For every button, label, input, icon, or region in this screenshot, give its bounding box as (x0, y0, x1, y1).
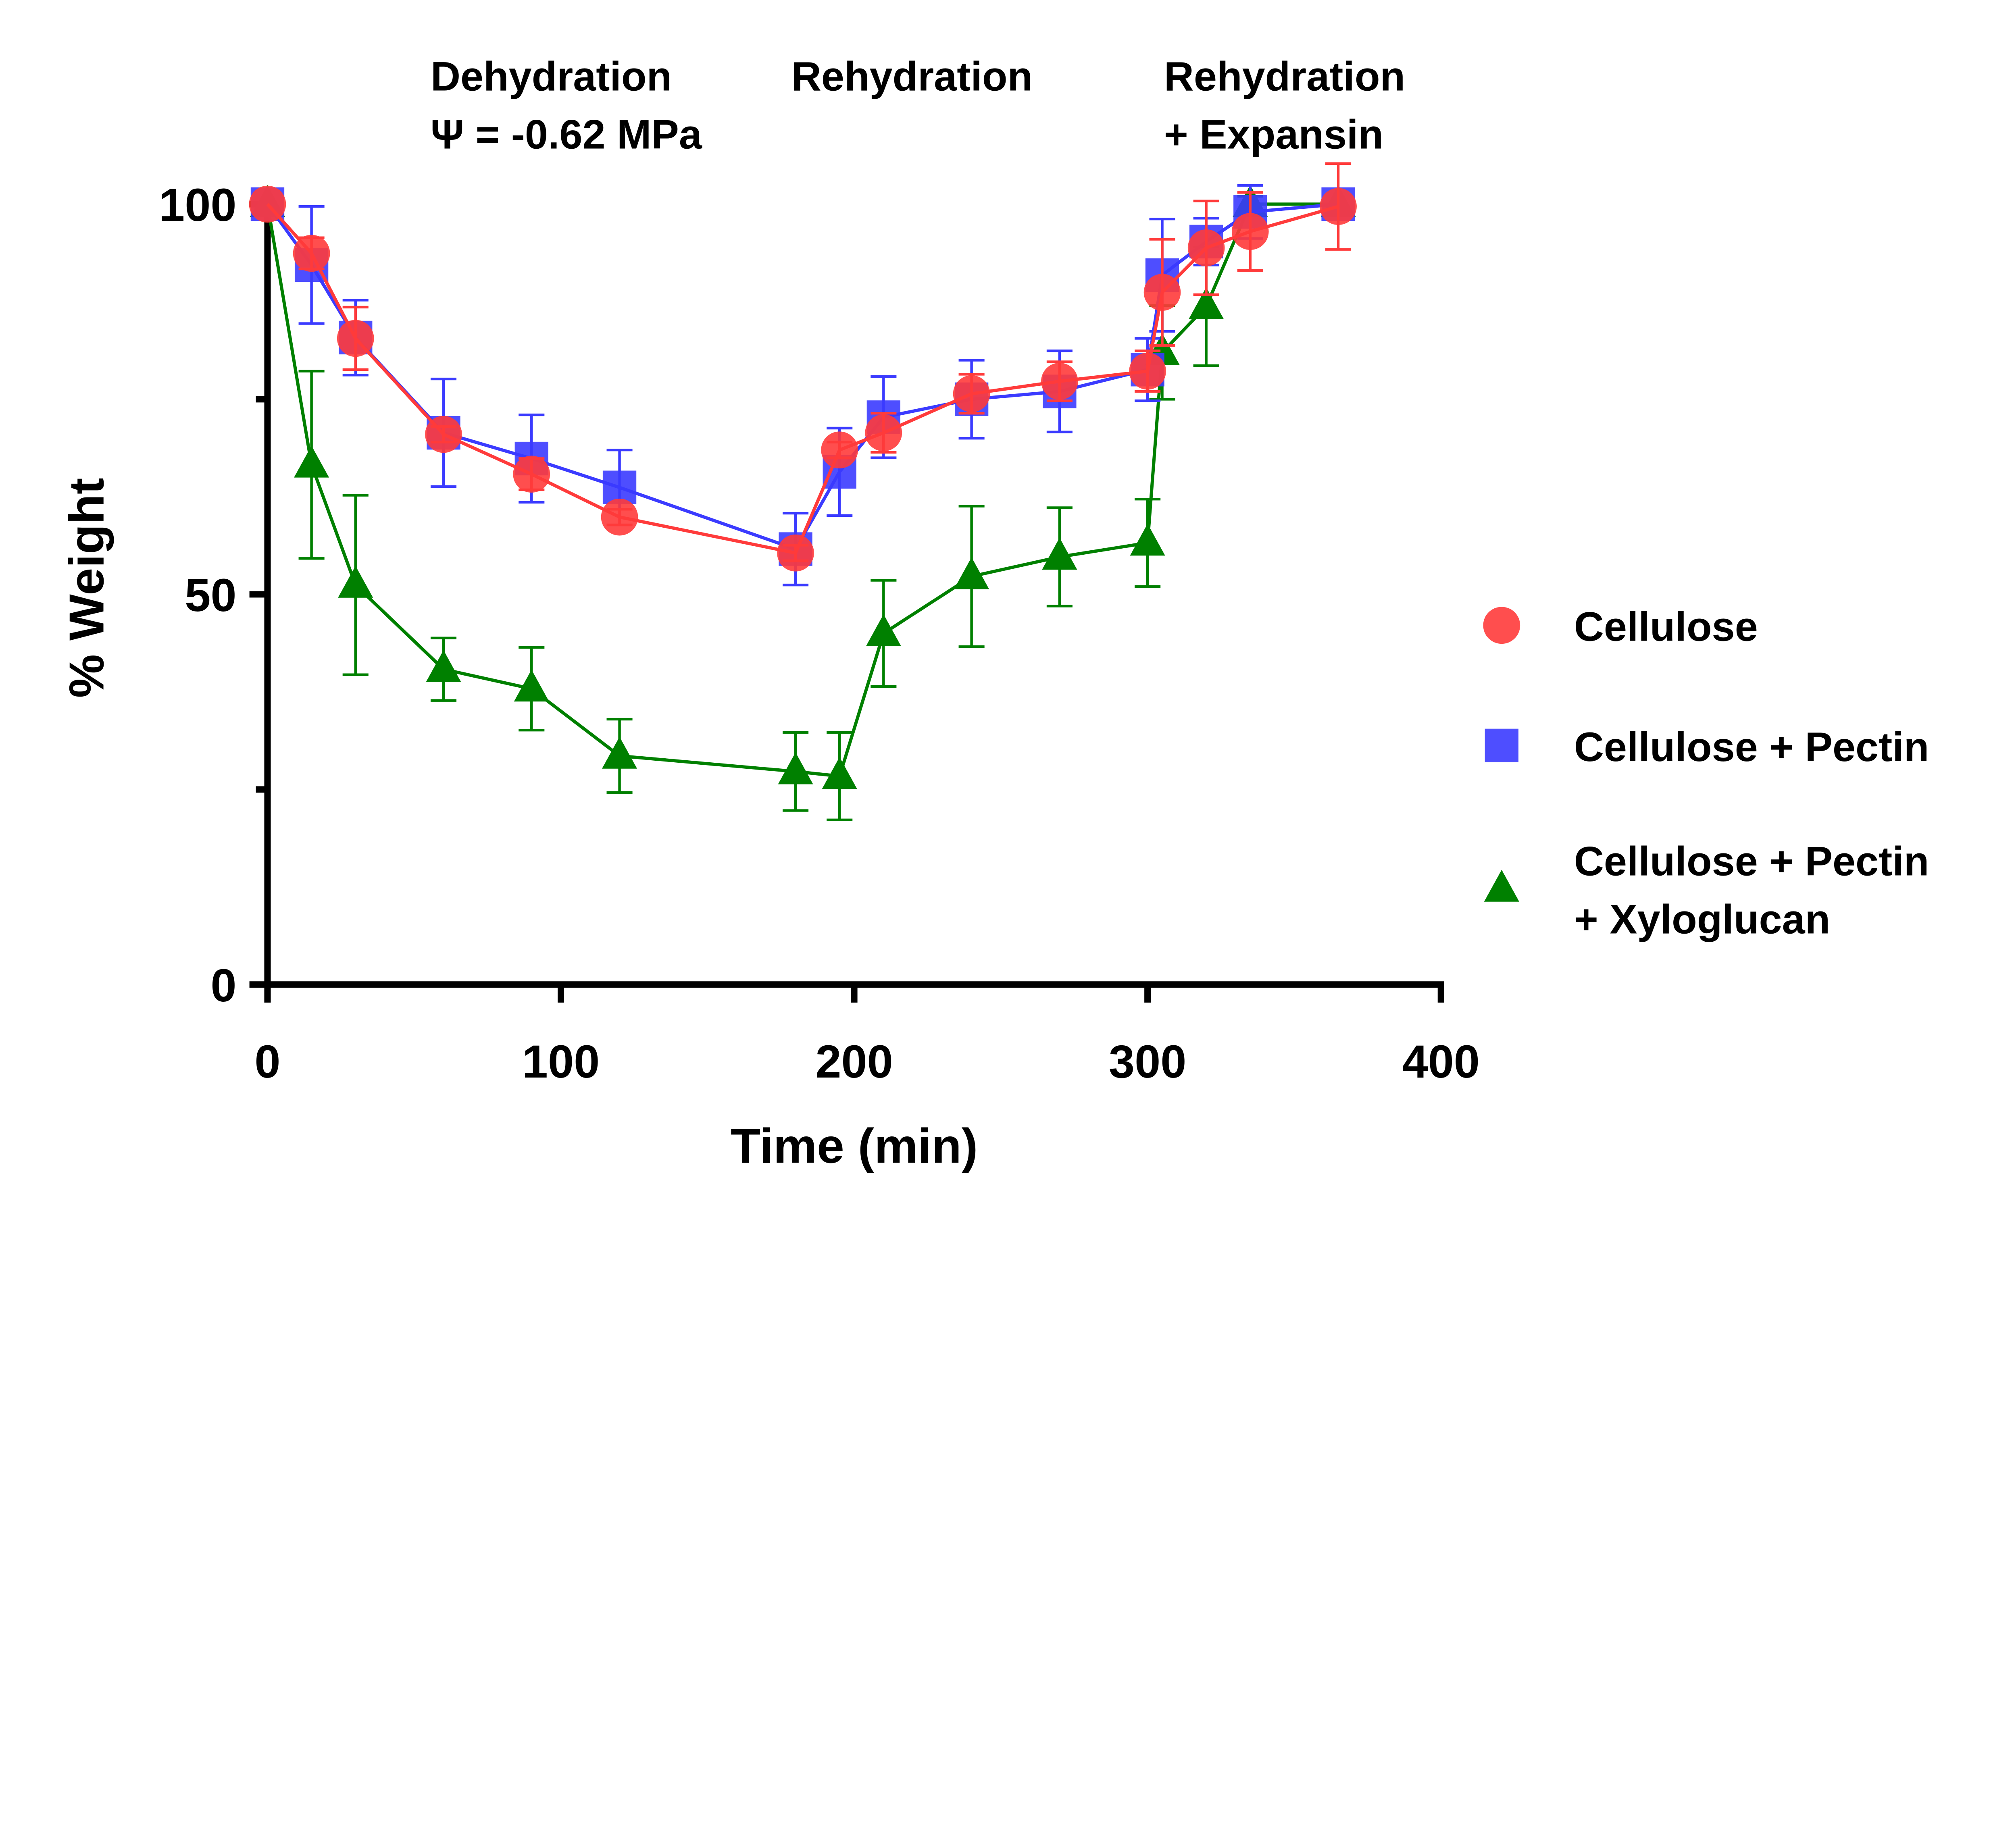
data-point-circle (821, 431, 858, 469)
legend-label: Cellulose (1574, 603, 1758, 650)
data-point-circle (865, 414, 902, 451)
phase-annotation-text: Dehydration (431, 53, 672, 99)
legend-label: Cellulose + Pectin (1574, 838, 1929, 884)
data-point-circle (293, 235, 330, 272)
series-line (266, 202, 1339, 551)
y-tick-label: 100 (159, 179, 237, 231)
data-point-circle (601, 498, 638, 536)
data-point-circle (1483, 607, 1520, 644)
data-point-circle (1187, 229, 1225, 266)
series-cellulose-pectin-xyloglucan (250, 185, 1356, 822)
legend-item: Cellulose + Pectin + Xyloglucan (1484, 838, 1929, 942)
x-tick-label: 300 (1109, 1036, 1187, 1088)
phase-annotation: Dehydration Ψ = -0.62 MPa (431, 53, 702, 157)
legend-item: Cellulose (1483, 603, 1758, 650)
x-tick-label: 100 (522, 1036, 600, 1088)
phase-annotation-text: Rehydration (1164, 53, 1405, 99)
phase-annotation-text: + Expansin (1164, 111, 1383, 158)
data-point-triangle (294, 445, 329, 478)
data-point-triangle (1484, 870, 1519, 902)
data-point-triangle (778, 752, 813, 784)
x-tick-label: 200 (815, 1036, 893, 1088)
data-point-square (1485, 728, 1519, 763)
legend-label: Cellulose + Pectin (1574, 724, 1929, 770)
x-axis-label: Time (min) (731, 1119, 978, 1173)
phase-annotation-text: Ψ = -0.62 MPa (431, 111, 702, 158)
data-point-triangle (1130, 524, 1165, 556)
data-point-circle (337, 320, 374, 357)
data-point-triangle (866, 614, 901, 646)
x-tick-label: 0 (254, 1036, 280, 1088)
series-line (266, 202, 1339, 778)
data-point-circle (953, 375, 990, 412)
data-point-triangle (1042, 537, 1077, 570)
phase-annotation: Rehydration + Expansin (1164, 53, 1405, 157)
phase-annotation-text: Rehydration (791, 53, 1033, 99)
y-tick-label: 50 (185, 570, 236, 621)
data-point-triangle (954, 557, 989, 589)
data-point-triangle (338, 566, 373, 598)
data-point-circle (425, 416, 462, 453)
legend-item: Cellulose + Pectin (1485, 724, 1929, 770)
data-point-circle (1320, 188, 1357, 225)
legend-label: + Xyloglucan (1574, 896, 1830, 942)
data-point-circle (249, 185, 286, 223)
data-point-triangle (602, 736, 637, 769)
data-point-circle (777, 534, 814, 572)
data-point-circle (1129, 352, 1166, 390)
y-axis-label: % Weight (59, 478, 114, 698)
data-point-circle (1041, 363, 1078, 400)
phase-annotation: Rehydration (791, 53, 1033, 99)
data-point-circle (1143, 274, 1181, 311)
y-tick-label: 0 (210, 960, 236, 1011)
series-cellulose (249, 162, 1357, 572)
data-point-triangle (822, 757, 857, 789)
data-point-circle (513, 456, 550, 493)
data-point-triangle (1189, 287, 1224, 319)
data-point-triangle (426, 650, 461, 682)
x-tick-label: 400 (1402, 1036, 1479, 1088)
series-line (266, 203, 1339, 555)
data-point-circle (1231, 213, 1269, 250)
data-point-triangle (514, 670, 549, 702)
